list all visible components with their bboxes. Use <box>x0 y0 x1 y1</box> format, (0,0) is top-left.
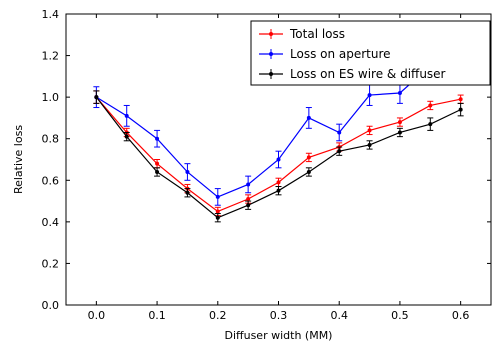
data-point <box>367 128 372 133</box>
data-point <box>94 95 99 100</box>
y-tick-label: 0.8 <box>42 133 60 146</box>
ticks-layer: 0.0 0.1 0.2 0.3 0.4 0.5 0.6 0.0 0.2 0.4 0.6 0.8 1.0 1… <box>42 8 491 322</box>
legend-label: Loss on aperture <box>290 47 391 61</box>
y-axis-label: Relative loss <box>12 125 25 194</box>
y-tick-label: 1.2 <box>42 50 60 63</box>
data-point <box>367 142 372 147</box>
legend-marker <box>269 72 273 76</box>
data-point <box>124 134 129 139</box>
legend-label: Loss on ES wire & diffuser <box>290 67 446 81</box>
x-tick-label: 0.6 <box>452 309 470 322</box>
data-point <box>155 161 160 166</box>
x-tick-label: 0.1 <box>148 309 166 322</box>
data-point <box>397 130 402 135</box>
data-point <box>124 113 129 118</box>
y-tick-label: 0.4 <box>42 216 60 229</box>
x-tick-label: 0.5 <box>391 309 409 322</box>
y-tick-label: 0.6 <box>42 174 60 187</box>
data-point <box>458 107 463 112</box>
legend-marker <box>269 32 273 36</box>
data-point <box>337 130 342 135</box>
data-point <box>215 215 220 220</box>
x-tick-label: 0.3 <box>270 309 288 322</box>
data-point <box>428 122 433 127</box>
data-point <box>306 155 311 160</box>
data-point <box>397 120 402 125</box>
legend: Total loss Loss on aperture Loss on ES wir… <box>250 20 491 86</box>
y-tick-label: 0.2 <box>42 257 60 270</box>
y-tick-label: 1.4 <box>42 8 60 21</box>
legend-box <box>250 20 491 86</box>
data-point <box>246 182 251 187</box>
data-point <box>276 180 281 185</box>
data-point <box>276 157 281 162</box>
y-tick-label: 0.0 <box>42 299 60 312</box>
series-line <box>96 65 461 198</box>
legend-entry: Loss on ES wire & diffuser <box>259 67 446 81</box>
series-2 <box>93 90 464 223</box>
x-tick-label: 0.4 <box>330 309 348 322</box>
data-point <box>155 136 160 141</box>
data-point <box>185 169 190 174</box>
legend-label: Total loss <box>289 27 345 41</box>
x-tick-label: 0.2 <box>209 309 227 322</box>
data-point <box>428 103 433 108</box>
legend-entry: Total loss <box>259 27 345 41</box>
data-point <box>246 203 251 208</box>
data-point <box>397 90 402 95</box>
data-point <box>155 169 160 174</box>
x-tick-label: 0.0 <box>88 309 106 322</box>
data-point <box>306 169 311 174</box>
data-point <box>215 209 220 214</box>
data-point <box>337 149 342 154</box>
data-point <box>215 194 220 199</box>
data-point <box>458 97 463 102</box>
legend-marker <box>269 52 273 56</box>
data-point <box>246 196 251 201</box>
data-point <box>306 115 311 120</box>
data-point <box>185 190 190 195</box>
data-point <box>367 93 372 98</box>
x-axis-label: Diffuser width (MM) <box>225 329 333 342</box>
y-tick-label: 1.0 <box>42 91 60 104</box>
legend-entry: Loss on aperture <box>259 47 391 61</box>
data-point <box>276 188 281 193</box>
